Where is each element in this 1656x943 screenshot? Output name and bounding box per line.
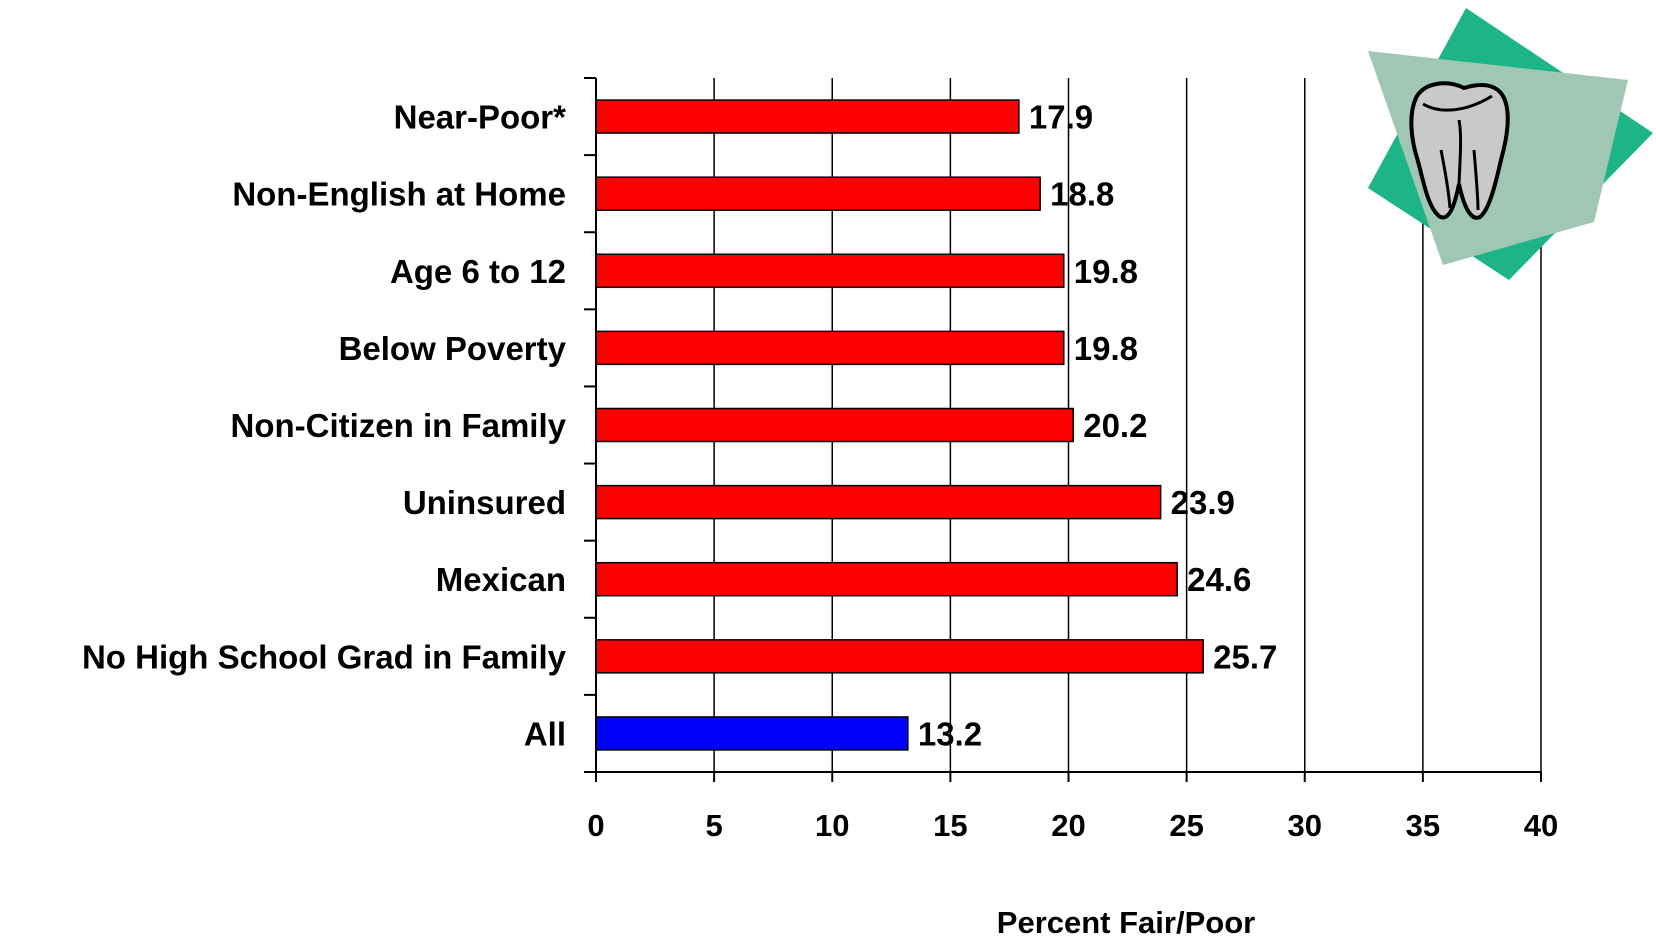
labels: Near-Poor* 17.9 Non-English at Home 18.8 Age… xyxy=(82,99,1558,940)
bars xyxy=(595,99,1204,751)
bar xyxy=(595,99,1020,134)
bar xyxy=(595,176,1041,211)
axes xyxy=(584,77,1542,782)
data-label: 20.2 xyxy=(1083,407,1147,444)
category-label: Non-Citizen in Family xyxy=(230,407,566,444)
x-tick-label: 40 xyxy=(1524,808,1558,843)
category-label: No High School Grad in Family xyxy=(82,638,567,675)
category-label: Near-Poor* xyxy=(394,99,567,136)
category-label: Age 6 to 12 xyxy=(390,253,566,290)
bar xyxy=(595,330,1065,366)
x-tick-label: 30 xyxy=(1288,808,1322,843)
category-label: Uninsured xyxy=(403,484,566,521)
tooth-icon xyxy=(1368,8,1653,280)
x-tick-label: 15 xyxy=(933,808,967,843)
bar xyxy=(595,561,1178,597)
x-tick-label: 5 xyxy=(706,808,723,843)
bar xyxy=(595,716,909,751)
data-label: 18.8 xyxy=(1050,176,1114,213)
bar xyxy=(595,484,1162,520)
data-label: 24.6 xyxy=(1187,561,1251,598)
data-label: 23.9 xyxy=(1171,484,1235,521)
x-axis-title: Percent Fair/Poor xyxy=(997,905,1255,940)
x-tick-label: 35 xyxy=(1406,808,1440,843)
x-tick-label: 25 xyxy=(1169,808,1203,843)
category-label: Below Poverty xyxy=(339,330,567,367)
x-tick-label: 20 xyxy=(1051,808,1085,843)
data-label: 13.2 xyxy=(918,715,982,752)
data-label: 17.9 xyxy=(1029,99,1093,136)
data-label: 19.8 xyxy=(1074,330,1138,367)
bar xyxy=(595,253,1065,289)
data-label: 25.7 xyxy=(1213,638,1277,675)
category-label: Non-English at Home xyxy=(232,176,566,213)
bar xyxy=(595,407,1074,443)
category-label: All xyxy=(524,715,566,752)
bar xyxy=(595,639,1204,674)
category-label: Mexican xyxy=(436,561,566,598)
data-label: 19.8 xyxy=(1074,253,1138,290)
x-tick-label: 0 xyxy=(587,808,604,843)
x-tick-label: 10 xyxy=(815,808,849,843)
